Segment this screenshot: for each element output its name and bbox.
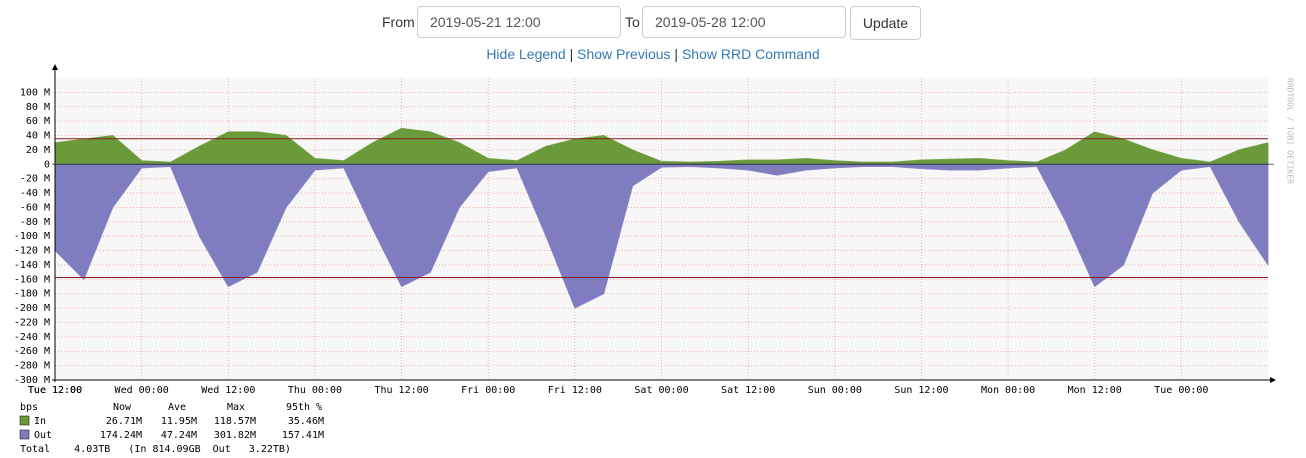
legend-cell: Out: [34, 430, 52, 441]
legend-header: Ave: [168, 402, 186, 413]
x-tick-label: Thu 00:00: [288, 385, 342, 396]
y-tick-label: -280 M: [14, 361, 50, 372]
link[interactable]: Show RRD Command: [681, 46, 820, 62]
legend-cell: 157.41M: [282, 430, 324, 441]
link[interactable]: Hide Legend: [486, 46, 566, 62]
to-label: To: [625, 14, 640, 30]
links: Hide Legend | Show Previous | Show RRD C…: [0, 46, 1306, 62]
x-tick-label: Tue 12:00: [28, 385, 82, 396]
legend-total: Total 4.03TB (In 814.09GB Out 3.22TB): [20, 444, 291, 455]
y-tick-label: 0: [44, 159, 50, 170]
y-tick-label: -240 M: [14, 332, 50, 343]
area: [54, 163, 1269, 309]
y-tick-label: -160 M: [14, 274, 50, 285]
chart: 100 M 80 M 60 M 40 M 20 M 0 -20 M -40 M -60 M -80…: [14, 64, 1295, 455]
legend-header: 95th %: [286, 402, 322, 413]
y-tick-label: 60 M: [26, 116, 50, 127]
legend-swatch: [19, 415, 30, 426]
y-tick-label: -180 M: [14, 289, 50, 300]
from-input[interactable]: 2019-05-21 12:00: [417, 6, 621, 38]
y-tick-label: -100 M: [14, 231, 50, 242]
x-tick-label: Wed 00:00: [115, 385, 169, 396]
legend-cell: 118.57M: [214, 416, 256, 427]
area: [54, 127, 1269, 165]
y-tick-label: -60 M: [20, 202, 50, 213]
legend-swatch: [19, 429, 30, 440]
y-tick-label: -200 M: [14, 303, 50, 314]
x-tick-label: Sat 00:00: [634, 385, 688, 396]
y-tick-label: 80 M: [26, 102, 50, 113]
from-label: From: [382, 14, 415, 30]
y-tick-label: -80 M: [20, 217, 50, 228]
axis-arrow: [52, 64, 58, 70]
y-tick-label: 20 M: [26, 145, 50, 156]
legend-cell: 35.46M: [288, 416, 324, 427]
y-tick-label: -140 M: [14, 260, 50, 271]
link[interactable]: Show Previous: [577, 46, 671, 62]
y-tick-label: -260 M: [14, 346, 50, 357]
legend-header: Max: [227, 402, 245, 413]
y-tick-label: 100 M: [20, 87, 50, 98]
legend-cell: 174.24M: [100, 430, 142, 441]
legend-cell: 11.95M: [161, 416, 197, 427]
x-tick-label: Wed 12:00: [201, 385, 255, 396]
legend-header: Now: [113, 402, 132, 413]
to-input[interactable]: 2019-05-28 12:00: [642, 6, 846, 38]
x-tick-label: Mon 12:00: [1068, 385, 1122, 396]
y-tick-label: 40 M: [26, 131, 50, 142]
update-button[interactable]: Update: [850, 6, 921, 40]
x-tick-label: Sat 12:00: [721, 385, 775, 396]
legend-cell: In: [34, 416, 46, 427]
legend-cell: 47.24M: [161, 430, 197, 441]
separator: |: [569, 46, 574, 62]
y-tick-label: -220 M: [14, 317, 50, 328]
legend-header: bps: [20, 402, 38, 413]
x-tick-label: Fri 12:00: [548, 385, 602, 396]
x-tick-label: Tue 00:00: [1154, 385, 1208, 396]
y-tick-label: -40 M: [20, 188, 50, 199]
y-tick-label: -300 M: [14, 375, 50, 386]
x-tick-label: Tue 12:00: [28, 385, 82, 396]
y-tick-label: -120 M: [14, 246, 50, 257]
legend-cell: 301.82M: [214, 430, 256, 441]
watermark: RRDTOOL / TOBI OETIKER: [1286, 78, 1295, 184]
y-tick-label: -20 M: [20, 174, 50, 185]
x-tick-label: Thu 12:00: [374, 385, 428, 396]
x-tick-label: Sun 00:00: [808, 385, 862, 396]
separator: |: [674, 46, 679, 62]
axis-arrow: [1270, 377, 1276, 383]
legend-cell: 26.71M: [106, 416, 142, 427]
x-tick-label: Fri 00:00: [461, 385, 515, 396]
x-tick-label: Sun 12:00: [894, 385, 948, 396]
x-tick-label: Mon 00:00: [981, 385, 1035, 396]
